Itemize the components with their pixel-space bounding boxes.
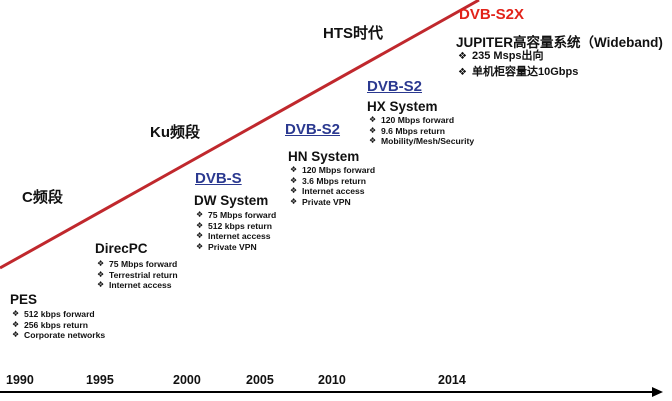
era-c-band: C频段 [22,189,63,206]
feature-item: ❖ 9.6 Mbps return [369,125,445,136]
feature-item: ❖ 75 Mbps forward [97,259,178,269]
system-pes-features: ❖ 512 kbps forward ❖ 256 kbps return ❖ Corp… [10,309,105,341]
system-hn-name: HN System [288,149,360,164]
feature-item: ❖ 512 kbps return [196,220,272,231]
feature-item: ❖ 120 Mbps forward [290,165,376,175]
system-dw-name: DW System [194,193,269,208]
standard-dvb-s: DVB-S [195,170,242,187]
timeline-arrowhead [652,387,663,397]
standard-dvb-s2-hn: DVB-S2 [285,121,341,138]
timeline-year: 2000 [173,373,201,387]
feature-item: ❖ Mobility/Mesh/Security [369,136,475,147]
feature-item: ❖ 256 kbps return [12,319,88,330]
bullet-icon: ❖ [290,165,298,174]
system-hn-features: ❖ 120 Mbps forward ❖ 3.6 Mbps return ❖ Inte… [288,165,375,208]
bullet-icon: ❖ [369,115,377,124]
bullet-icon: ❖ [12,309,20,318]
feature-item: ❖ Internet access [97,280,172,291]
bullet-icon: ❖ [290,197,298,207]
feature-item: ❖ Terrestrial return [97,269,178,280]
system-dw-features: ❖ 75 Mbps forward ❖ 512 kbps return ❖ Inter… [194,210,276,253]
bullet-icon: ❖ [196,242,204,252]
era-hts: HTS时代 [323,25,384,42]
bullet-icon: ❖ [369,136,377,146]
feature-item: ❖ Corporate networks [12,330,106,341]
bullet-icon: ❖ [97,280,105,290]
timeline-year: 2010 [318,373,346,387]
bullet-icon: ❖ [97,259,105,268]
timeline-year: 2014 [438,373,466,387]
bullet-icon: ❖ [458,66,467,78]
bullet-icon: ❖ [12,330,20,340]
feature-item: ❖ 3.6 Mbps return [290,175,366,186]
era-ku-band: Ku频段 [150,124,200,141]
bullet-icon: ❖ [12,319,20,329]
feature-item: ❖ 235 Msps出向 [456,49,578,65]
bullet-icon: ❖ [290,186,298,196]
timeline-year: 1990 [6,373,34,387]
feature-item: ❖ Private VPN [290,197,351,208]
bullet-icon: ❖ [458,51,467,62]
feature-item: ❖ Internet access [196,231,271,242]
feature-item: ❖ 120 Mbps forward [369,115,455,125]
timeline-year: 1995 [86,373,114,387]
bullet-icon: ❖ [369,125,377,135]
system-direcpc-name: DirecPC [95,241,148,256]
bullet-icon: ❖ [196,220,204,230]
standard-dvb-s2x: DVB-S2X [459,6,525,23]
system-direcpc-features: ❖ 75 Mbps forward ❖ Terrestrial return ❖ In… [95,259,178,291]
system-hx-name: HX System [367,99,438,114]
trend-line [0,0,480,270]
standard-dvb-s2-hx: DVB-S2 [367,78,423,95]
bullet-icon: ❖ [97,269,105,279]
system-jupiter-features: ❖ 235 Msps出向 ❖ 单机柜容量达10Gbps [456,49,578,80]
feature-item: ❖ Internet access [290,186,365,197]
feature-item: ❖ 512 kbps forward [12,309,95,319]
feature-item: ❖ Private VPN [196,242,257,253]
bullet-icon: ❖ [196,210,204,219]
system-hx-features: ❖ 120 Mbps forward ❖ 9.6 Mbps return ❖ Mobi… [367,115,474,147]
bullet-icon: ❖ [290,175,298,185]
feature-item: ❖ 75 Mbps forward [196,210,277,220]
system-jupiter-name: JUPITER高容量系统（Wideband) [456,35,663,50]
bullet-icon: ❖ [196,231,204,241]
timeline-year: 2005 [246,373,274,387]
system-pes-name: PES [10,292,38,307]
feature-item: ❖ 单机柜容量达10Gbps [456,65,578,81]
